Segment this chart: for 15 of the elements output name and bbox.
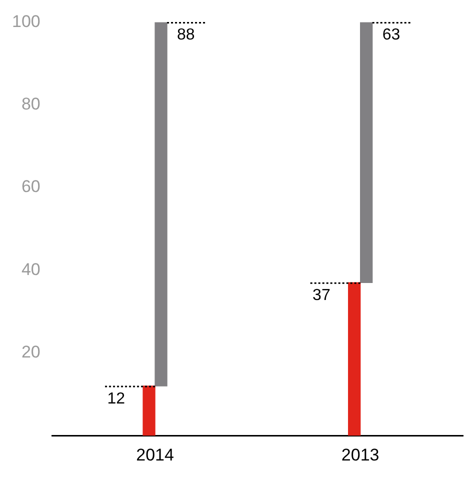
x-tick-label: 2014 [136,445,174,464]
data-label: 37 [312,287,330,304]
y-tick-label: 100 [12,12,40,31]
bar [360,22,373,283]
y-tick-label: 60 [21,177,40,196]
bar [348,282,361,436]
y-tick-label: 40 [21,260,40,279]
data-label: 63 [382,26,400,44]
data-label: 88 [177,26,195,44]
bar [142,386,156,436]
bar [154,22,168,386]
data-label: 12 [107,390,126,408]
y-tick-label: 20 [21,342,40,362]
x-tick-label: 2013 [341,445,380,464]
y-tick-label: 80 [21,94,40,114]
